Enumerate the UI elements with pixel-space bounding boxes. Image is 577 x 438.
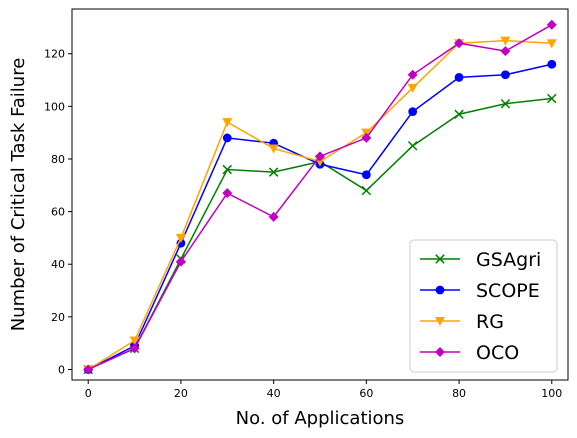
data-point-gsagri	[454, 109, 464, 119]
data-point-oco	[500, 46, 511, 57]
legend-item-rg: RG	[420, 311, 504, 333]
data-point-rg	[175, 233, 186, 243]
data-point-oco	[222, 188, 233, 199]
data-point-oco	[361, 132, 372, 143]
series-oco	[83, 19, 557, 375]
legend-label-oco: OCO	[476, 342, 519, 364]
x-tick-label: 0	[85, 387, 92, 400]
y-tick-label: 40	[51, 258, 65, 271]
data-point-scope	[361, 170, 371, 180]
data-point-scope	[547, 59, 557, 69]
data-point-scope	[454, 73, 464, 82]
data-point-gsagri	[500, 98, 511, 109]
data-point-rg	[222, 118, 233, 128]
legend-item-scope: SCOPE	[420, 280, 540, 302]
y-tick-label: 60	[51, 206, 65, 219]
data-point-rg	[129, 336, 140, 346]
x-tick-label: 80	[452, 387, 466, 400]
data-point-scope	[222, 133, 232, 143]
legend-label-gsagri: GSAgri	[476, 249, 541, 271]
legend-item-gsagri: GSAgri	[420, 249, 541, 271]
legend-marker-scope	[435, 285, 445, 295]
data-point-oco	[546, 19, 557, 30]
legend-label-scope: SCOPE	[476, 280, 540, 302]
data-point-gsagri	[222, 164, 233, 175]
data-point-oco	[268, 211, 279, 222]
x-tick-label: 60	[359, 387, 373, 400]
data-point-oco	[315, 151, 325, 162]
y-tick-label: 0	[58, 363, 65, 376]
x-tick-label: 100	[541, 387, 562, 400]
y-tick-label: 100	[44, 100, 65, 113]
x-axis-label: No. of Applications	[236, 408, 405, 429]
y-tick-label: 20	[51, 311, 65, 324]
legend-box	[409, 239, 558, 373]
legend-marker-oco	[435, 347, 445, 357]
y-tick-label: 80	[51, 153, 65, 166]
x-tick-label: 40	[267, 387, 281, 400]
x-tick-label: 20	[174, 387, 188, 400]
legend-item-oco: OCO	[420, 342, 519, 364]
data-point-rg	[500, 36, 511, 46]
y-axis: 0 20 40 60 80 100 120	[44, 48, 72, 376]
data-point-gsagri	[361, 185, 372, 196]
legend-marker-rg	[435, 317, 445, 326]
data-point-gsagri	[268, 167, 279, 177]
data-point-oco	[454, 38, 465, 49]
data-point-gsagri	[407, 141, 418, 151]
data-point-rg	[268, 144, 279, 154]
y-axis-label: Number of Critical Task Failure	[8, 58, 29, 332]
y-tick-label: 120	[44, 48, 65, 61]
data-point-oco	[175, 256, 186, 267]
axes-frame	[71, 8, 569, 381]
plot-area	[83, 19, 557, 375]
legend-label-rg: RG	[476, 311, 504, 333]
data-point-oco	[407, 69, 418, 80]
x-axis: 0 20 40 60 80 100	[85, 380, 562, 400]
data-point-rg	[546, 39, 557, 49]
data-point-scope	[408, 107, 418, 117]
data-point-scope	[501, 70, 510, 80]
legend: GSAgri SCOPE RG OCO	[409, 239, 558, 373]
data-point-rg	[407, 83, 418, 93]
data-point-gsagri	[547, 93, 557, 104]
legend-marker-gsagri	[435, 254, 445, 264]
data-point-oco	[83, 364, 94, 375]
data-point-oco	[129, 343, 140, 354]
